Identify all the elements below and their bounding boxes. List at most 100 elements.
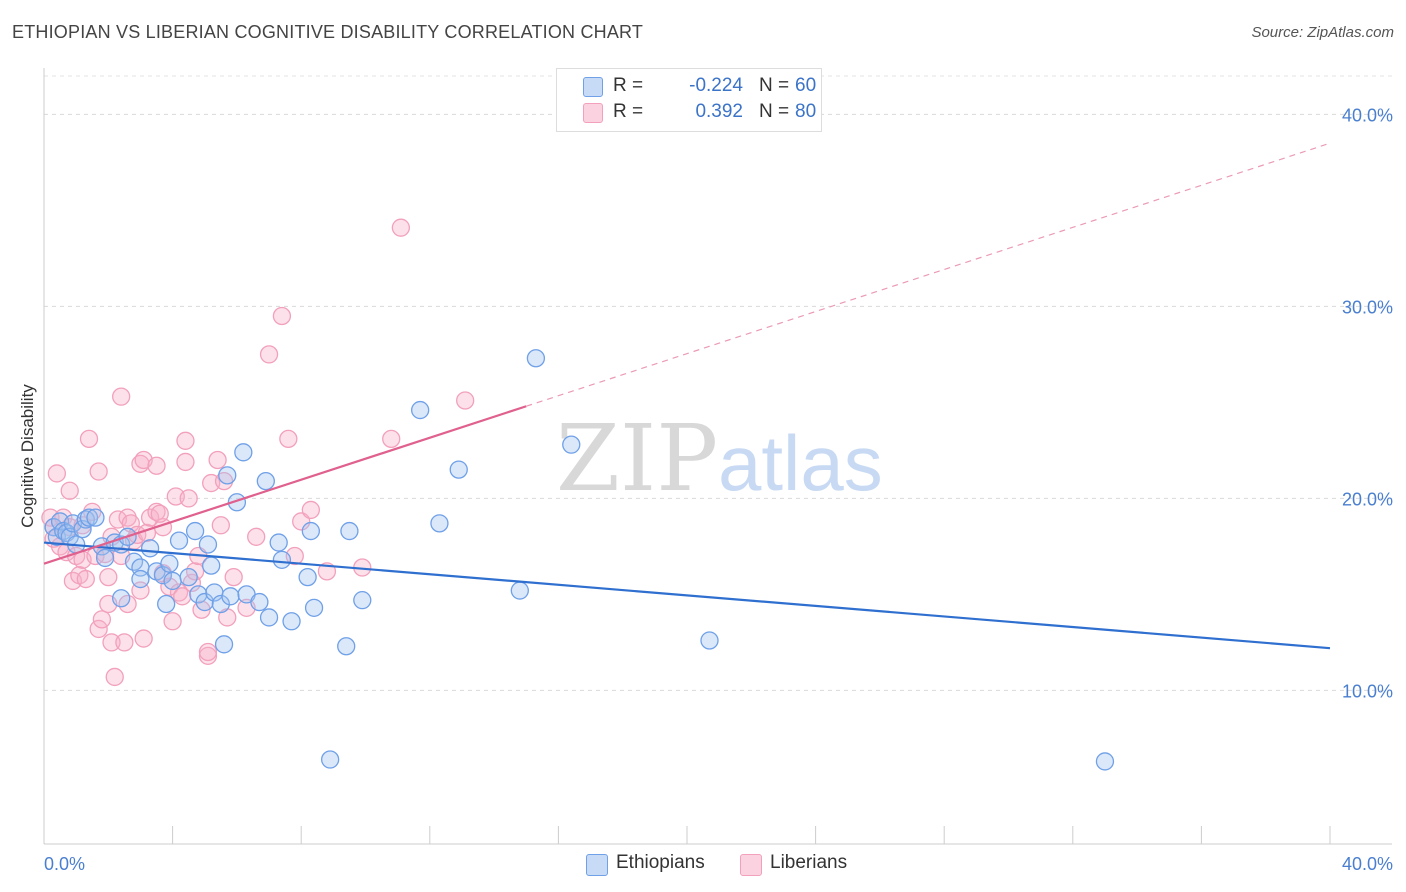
liberian-point — [60, 481, 79, 500]
ethiopian-point — [1095, 752, 1115, 771]
ethiopian-point — [250, 592, 269, 612]
ethiopian-point — [195, 592, 214, 612]
stats-legend: R = -0.224 N = 60 R = 0.392 N = 80 — [556, 68, 822, 132]
liberian-point — [112, 387, 131, 406]
ethiopian-point — [86, 508, 105, 527]
liberian-point — [121, 514, 140, 533]
legend-n-value: 60 — [795, 75, 817, 96]
legend-r-label: R = — [613, 101, 644, 122]
ethiopian-point — [227, 493, 247, 512]
liberian-point — [182, 573, 202, 593]
ethiopian-point — [79, 508, 99, 527]
ethiopian-point — [179, 567, 198, 587]
ethiopian-point — [298, 567, 317, 587]
ethiopian-point — [301, 521, 320, 541]
ethiopian-point — [282, 612, 301, 631]
watermark: ZIP atlas — [556, 405, 883, 512]
watermark-zip: ZIP — [556, 405, 718, 512]
ethiopian-point — [140, 539, 160, 558]
liberian-point — [301, 500, 320, 520]
liberian-point — [272, 306, 292, 326]
x-tick-label: 0.0% — [44, 854, 85, 874]
liberian-point — [79, 429, 99, 449]
legend-n-label: N = — [759, 101, 790, 122]
ethiopian-point — [304, 598, 324, 617]
series-swatch-ethiopians — [586, 854, 608, 876]
ethiopian-point — [510, 581, 529, 600]
liberian-point — [47, 464, 67, 483]
y-tick-label: 30.0% — [1342, 297, 1393, 317]
axes — [43, 68, 1392, 845]
ethiopian-point — [157, 594, 176, 614]
ethiopian-point — [526, 349, 546, 368]
legend-r-label: R = — [613, 75, 644, 96]
liberian-point — [247, 527, 266, 546]
ethiopian-point — [700, 631, 719, 650]
liberian-point — [89, 619, 108, 639]
watermark-atlas: atlas — [718, 419, 883, 507]
liberian-point — [259, 345, 279, 364]
y-tick-label: 10.0% — [1342, 681, 1393, 701]
ethiopian-point — [185, 521, 205, 541]
ethiopian-point — [73, 519, 92, 539]
liberian-point — [134, 629, 153, 648]
liberian-point — [391, 218, 411, 237]
x-tick-label: 40.0% — [1342, 854, 1393, 874]
liberian-point — [115, 633, 134, 652]
liberian-point — [105, 667, 124, 687]
ethiopian-point — [430, 514, 449, 533]
liberian-point — [198, 642, 218, 662]
liberian-point — [92, 610, 112, 629]
ethiopian-point — [169, 531, 189, 550]
ethiopian-point — [449, 460, 468, 479]
liberian-point — [41, 508, 60, 527]
y-tick-label: 40.0% — [1342, 105, 1393, 125]
tick-labels: 10.0% 20.0% 30.0% 40.0% 0.0% 40.0% — [44, 105, 1393, 874]
ethiopian-point — [95, 548, 115, 568]
liberian-point — [102, 633, 121, 652]
liberian-point — [99, 567, 118, 587]
source-label: Source: ZipAtlas.com — [1251, 24, 1394, 41]
legend-r-value: 0.392 — [695, 101, 743, 122]
ethiopian-point — [256, 471, 275, 491]
ethiopian-point — [353, 591, 372, 610]
liberian-point — [176, 452, 195, 472]
liberian-point — [150, 504, 169, 523]
ethiopian-point — [320, 750, 340, 769]
liberian-point — [173, 587, 192, 606]
chart-title: ETHIOPIAN VS LIBERIAN COGNITIVE DISABILI… — [12, 22, 644, 42]
ethiopian-point — [198, 535, 218, 554]
liberian-point — [224, 567, 243, 587]
legend-swatch-ethiopians — [583, 77, 603, 97]
liberian-point — [214, 471, 234, 491]
ethiopian-point — [269, 533, 288, 552]
ethiopian-point — [259, 608, 279, 627]
ethiopian-point — [211, 594, 230, 614]
series-label-liberians: Liberians — [770, 852, 848, 873]
liberian-point — [211, 516, 230, 535]
liberian-point — [179, 489, 198, 508]
legend-swatch-liberians — [583, 103, 603, 123]
ethiopian-point — [160, 554, 179, 573]
legend-n-value: 80 — [795, 101, 817, 122]
liberian-point — [208, 450, 227, 470]
ethiopian-point — [340, 521, 359, 541]
ethiopian-point — [221, 587, 240, 606]
ethiopian-point — [337, 637, 356, 656]
liberians-trend-extension — [526, 142, 1331, 407]
liberian-point — [76, 569, 95, 589]
series-label-ethiopians: Ethiopians — [616, 852, 705, 873]
liberian-point — [89, 462, 108, 481]
ethiopian-point — [214, 635, 234, 654]
liberian-point — [279, 429, 298, 449]
liberian-point — [456, 391, 475, 410]
ethiopian-point — [163, 571, 182, 591]
liberians-points — [41, 218, 475, 687]
ethiopian-point — [562, 435, 581, 454]
liberian-point — [176, 431, 195, 450]
y-tick-label: 20.0% — [1342, 489, 1393, 509]
liberian-point — [147, 456, 166, 475]
ethiopian-point — [153, 566, 173, 585]
liberian-point — [382, 429, 401, 449]
